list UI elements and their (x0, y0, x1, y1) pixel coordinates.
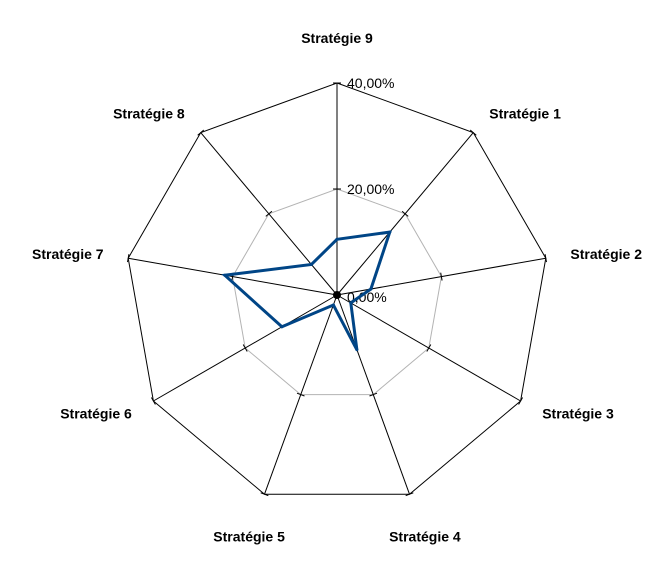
series-layer (221, 230, 392, 352)
tick-label-1: 20,00% (347, 181, 394, 197)
tick-label-0: 0,00% (347, 289, 387, 305)
tick-label-2: 40,00% (347, 75, 394, 91)
data-point-1 (335, 237, 339, 241)
tick-mark (369, 392, 378, 397)
category-label-1: Stratégie 9 (301, 30, 373, 46)
data-point-9 (309, 263, 313, 266)
grid-ring-1 (232, 188, 442, 396)
tick-mark (296, 392, 305, 397)
category-label-9: Stratégie 8 (113, 105, 185, 121)
tick-mark (197, 129, 205, 136)
category-label-8: Stratégie 7 (32, 246, 104, 262)
radar-grid (127, 82, 547, 495)
category-label-6: Stratégie 5 (213, 529, 285, 545)
category-label-3: Stratégie 2 (570, 246, 642, 262)
series-1-line (221, 230, 392, 351)
tick-mark (405, 492, 414, 497)
tick-mark (518, 397, 524, 405)
tick-mark (265, 210, 273, 217)
category-labels: Stratégie 9 Stratégie 1 Stratégie 2 Stratég… (32, 30, 642, 545)
category-label-2: Stratégie 1 (489, 105, 561, 121)
category-label-4: Stratégie 3 (542, 406, 614, 422)
tick-mark (401, 210, 409, 217)
data-point-2 (388, 230, 392, 234)
center-marker (333, 291, 341, 299)
tick-mark (127, 254, 130, 263)
category-label-7: Stratégie 6 (60, 406, 132, 422)
data-point-4 (349, 301, 353, 305)
tick-mark (260, 492, 269, 497)
grid-ring-2 (127, 82, 547, 495)
tick-mark (150, 397, 156, 405)
category-label-5: Stratégie 4 (389, 529, 461, 545)
tick-mark (469, 129, 477, 136)
radial-axis: 0,00% 20,00% 40,00% (127, 75, 547, 497)
data-point-6 (331, 303, 335, 307)
tick-mark (440, 272, 443, 281)
tick-mark (544, 254, 547, 263)
tick-mark (426, 344, 432, 352)
data-point-5 (355, 348, 359, 352)
data-point-3 (369, 287, 373, 291)
data-point-7 (280, 325, 284, 329)
data-point-8 (223, 273, 227, 277)
tick-mark (242, 344, 248, 352)
